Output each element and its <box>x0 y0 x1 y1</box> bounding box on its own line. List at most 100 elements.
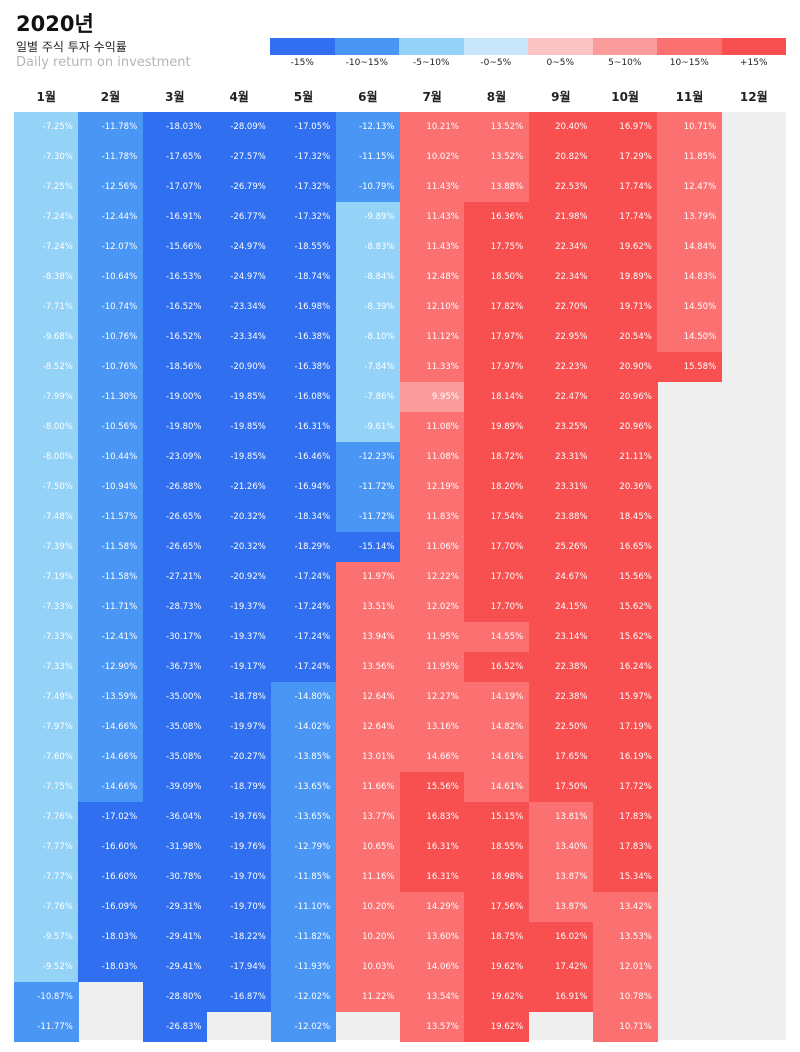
heatmap-cell: 19.62% <box>464 1012 530 1042</box>
heatmap-cell: -11.15% <box>335 142 401 172</box>
cell-value-label: 12.01% <box>619 962 652 972</box>
heatmap-cell: 11.08% <box>400 442 465 472</box>
cell-value-label: 14.55% <box>490 632 524 642</box>
cell-value-label: 16.24% <box>619 662 652 672</box>
heatmap-cell: -16.87% <box>207 982 272 1012</box>
cell-value-label: 12.48% <box>426 272 459 282</box>
heatmap-cell: -8.52% <box>14 352 79 382</box>
heatmap-cell: -30.17% <box>142 622 208 652</box>
cell-value-label: 17.97% <box>490 332 524 342</box>
cell-value-label: -10.64% <box>101 272 138 282</box>
heatmap-cell: -7.25% <box>14 112 79 142</box>
cell-value-label: 23.25% <box>555 422 588 432</box>
month-label: 7월 <box>422 90 442 104</box>
cell-value-label: 17.72% <box>619 782 652 792</box>
heatmap-cell: 24.15% <box>528 592 594 622</box>
cell-value-label: -7.71% <box>42 302 73 312</box>
cell-value-label: 14.29% <box>426 902 459 912</box>
heatmap-cell: 12.27% <box>400 682 465 712</box>
heatmap-cell: -8.83% <box>335 232 401 262</box>
heatmap-cell: 13.94% <box>335 622 401 652</box>
heatmap-cell: -35.08% <box>142 742 208 772</box>
cell-value-label: 22.50% <box>555 722 588 732</box>
heatmap-cell: 9.95% <box>400 382 465 412</box>
cell-value-label: -11.71% <box>101 602 138 612</box>
heatmap-cell: 17.19% <box>593 712 658 742</box>
heatmap-cell: -28.80% <box>142 982 208 1012</box>
heatmap-cell: -7.30% <box>14 142 79 172</box>
cell-value-label: 14.82% <box>490 722 524 732</box>
heatmap-cell: -29.41% <box>142 922 208 952</box>
cell-value-label: 20.82% <box>555 152 588 162</box>
heatmap-cell: -7.76% <box>14 802 79 832</box>
cell-value-label: 17.74% <box>619 212 652 222</box>
cell-value-label: 15.58% <box>683 362 717 372</box>
legend-labels: -15% -10~15% -5~10% -0~5% 0~5% 5~10% 10~15% +15… <box>270 58 786 68</box>
cell-value-label: 13.56% <box>362 662 395 672</box>
cell-value-label: -16.38% <box>294 332 331 342</box>
heatmap-cell: -12.90% <box>78 652 144 682</box>
cell-value-label: -16.38% <box>294 362 331 372</box>
heatmap-cell: 11.95% <box>400 652 465 682</box>
month-label: 1월 <box>36 90 56 104</box>
heatmap-cell: -19.85% <box>207 382 272 412</box>
heatmap-cell: 12.48% <box>400 262 465 292</box>
cell-value-label: 12.10% <box>426 302 459 312</box>
heatmap-cell: 16.97% <box>593 112 658 142</box>
cell-value-label: 22.53% <box>555 182 588 192</box>
cell-value-label: -17.24% <box>294 602 331 612</box>
heatmap-cell: -12.02% <box>271 1012 337 1042</box>
heatmap-cell: -16.38% <box>271 322 337 352</box>
cell-value-label: 10.03% <box>362 962 395 972</box>
cell-value-label: 14.50% <box>683 332 717 342</box>
cell-value-label: -26.77% <box>230 212 266 222</box>
cell-value-label: 19.62% <box>490 992 524 1002</box>
heatmap-cell: -7.76% <box>14 892 79 922</box>
cell-value-label: 22.34% <box>555 272 588 282</box>
cell-value-label: 11.85% <box>683 152 717 162</box>
cell-value-label: 21.11% <box>619 452 652 462</box>
cell-value-label: -16.08% <box>294 392 331 402</box>
heatmap-cell: -20.27% <box>207 742 272 772</box>
cell-value-label: -28.09% <box>230 122 266 132</box>
cell-value-label: -7.75% <box>42 782 73 792</box>
cell-value-label: 13.77% <box>362 812 395 822</box>
heatmap-cell: 17.29% <box>593 142 658 172</box>
cell-value-label: -14.02% <box>294 722 331 732</box>
heatmap-cell: 19.89% <box>593 262 658 292</box>
cell-value-label: -19.97% <box>230 722 266 732</box>
cell-value-label: 13.40% <box>555 842 588 852</box>
cell-value-label: -16.52% <box>166 332 202 342</box>
heatmap-cell: 22.70% <box>528 292 594 322</box>
heatmap-cell: -12.02% <box>271 982 337 1012</box>
heatmap-cell: 23.25% <box>528 412 594 442</box>
cell-value-label: -23.09% <box>166 452 202 462</box>
heatmap-cell: -18.79% <box>207 772 272 802</box>
cell-value-label: 17.83% <box>619 812 652 822</box>
heatmap-cell: 22.53% <box>528 172 594 202</box>
cell-value-label: -36.04% <box>166 812 202 822</box>
cell-value-label: 10.21% <box>426 122 459 132</box>
cell-value-label: -17.24% <box>294 572 331 582</box>
heatmap-cell: -7.86% <box>335 382 401 412</box>
cell-value-label: -7.48% <box>42 512 73 522</box>
cell-value-label: 16.83% <box>426 812 459 822</box>
heatmap-cell: 16.83% <box>400 802 465 832</box>
heatmap-cell: 10.71% <box>657 112 723 142</box>
heatmap-cell: -16.08% <box>271 382 337 412</box>
heatmap-cell: -12.79% <box>271 832 337 862</box>
heatmap-cell: 22.38% <box>528 652 594 682</box>
cell-value-label: -16.46% <box>294 452 331 462</box>
cell-value-label: 11.08% <box>426 452 459 462</box>
heatmap-cell: 15.97% <box>593 682 658 712</box>
cell-value-label: -9.61% <box>364 422 395 432</box>
heatmap-cell: 17.56% <box>464 892 530 922</box>
heatmap-cell: 11.95% <box>400 622 465 652</box>
heatmap-cell: 13.52% <box>464 142 530 172</box>
cell-value-label: 18.75% <box>490 932 524 942</box>
heatmap-cell: 20.82% <box>528 142 594 172</box>
cell-value-label: -19.85% <box>230 422 266 432</box>
heatmap-cell: 17.97% <box>464 322 530 352</box>
heatmap-cell: 16.31% <box>400 832 465 862</box>
heatmap-grid: -7.25% -7.30% -7.25% -7.24% -7.24% -8.38% -7.7… <box>14 112 786 1042</box>
